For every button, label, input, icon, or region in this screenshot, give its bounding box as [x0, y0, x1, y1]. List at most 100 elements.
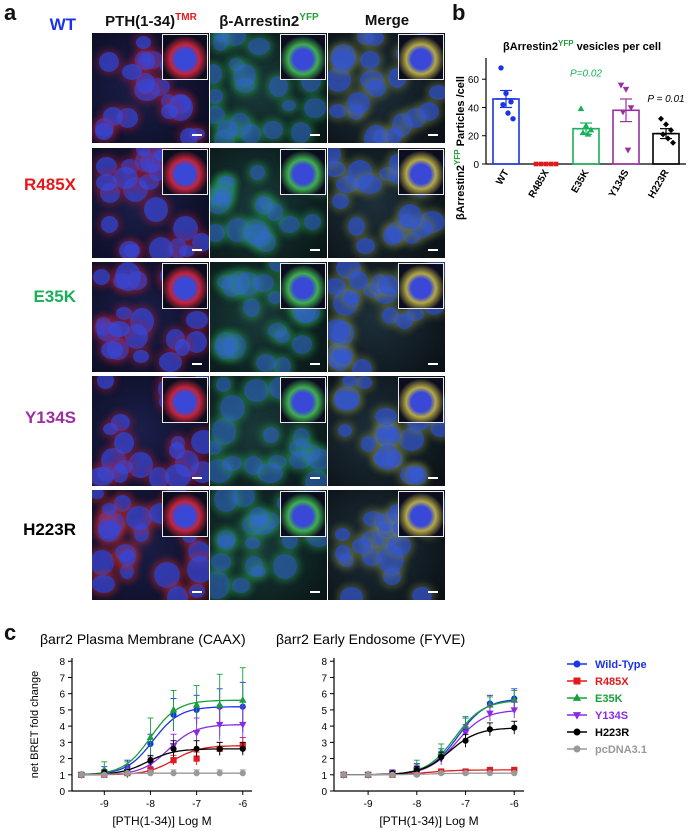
series-point [216, 745, 223, 752]
row-label-r485x: R485X [24, 175, 76, 194]
row-label-e35k: E35K [33, 287, 76, 306]
legend-marker [572, 712, 582, 720]
series-point [147, 770, 154, 777]
legend-label: Wild-Type [595, 659, 647, 671]
legend-marker [572, 693, 582, 701]
micrograph-inset [162, 149, 208, 195]
series-point [462, 770, 469, 777]
series-point [170, 757, 177, 764]
bar-point [658, 115, 664, 122]
series-point [170, 745, 177, 752]
bar-point [508, 99, 514, 105]
line-ytick-label: 0 [321, 787, 327, 798]
bar-point [622, 86, 630, 93]
series-point [170, 770, 177, 777]
line-ytick-label: 5 [59, 706, 65, 717]
micrograph-inset [280, 377, 326, 423]
series-point [438, 753, 445, 761]
line-ytick-label: 2 [59, 755, 65, 766]
line-xtick-label: -7 [461, 799, 470, 810]
bar-point [503, 90, 509, 97]
series-curve-pcdna31 [343, 772, 515, 776]
bar-xtick-label: H223R [647, 167, 672, 200]
line-xlabel: [PTH(1-34)] Log M [379, 814, 478, 828]
micrograph-y134s-merge [328, 376, 445, 486]
micrograph-inset [398, 263, 444, 309]
scale-bar [192, 477, 202, 479]
line-xtick-label: -9 [100, 799, 109, 810]
bar-point [500, 101, 506, 108]
micrograph-inset [398, 377, 444, 423]
col-header-arrestin: β-Arrestin2YFP [210, 12, 328, 30]
scale-bar [428, 249, 438, 251]
micrograph-inset [162, 377, 208, 423]
bar-point [505, 110, 511, 116]
line-ytick-label: 5 [321, 706, 327, 717]
line-ytick-label: 4 [321, 722, 327, 733]
bar-point [548, 161, 554, 167]
scale-bar [310, 477, 320, 479]
micrograph-wt-pth [92, 33, 209, 143]
micrograph-r485x-pth [92, 148, 209, 258]
bar-plot-area: 0 20 40 60 WT R485X E35K Y134S H223R P=0.02 P = 0.… [468, 58, 686, 200]
bar-xtick-label: WT [494, 168, 511, 187]
bar-pvalue-annotation: P = 0.01 [647, 94, 684, 105]
scale-bar [310, 363, 320, 365]
bar-ytick-label: 40 [468, 103, 480, 114]
bar-point [582, 122, 590, 129]
bar-point [660, 131, 666, 138]
legend-marker [573, 677, 581, 685]
micrograph-inset [162, 491, 208, 537]
bar-point [624, 147, 632, 154]
legend-label: H223R [595, 727, 629, 739]
line-xtick-label: -6 [510, 799, 519, 810]
line-ytick-label: 3 [321, 738, 327, 749]
series-point [239, 770, 246, 777]
bar-point [543, 161, 549, 167]
row-label-h223r: H223R [23, 520, 76, 539]
series-point [438, 770, 445, 777]
line-chart-fyve: βarr2 Early Endosome (FYVE) 0 1 2 3 4 5 6 7 8 -9 -8… [276, 631, 524, 828]
series-point [193, 770, 200, 777]
bar-pvalue-annotation: P=0.02 [570, 68, 602, 79]
line-ytick-label: 6 [59, 690, 65, 701]
series-point [486, 770, 493, 777]
legend-marker [573, 660, 581, 668]
series-point [101, 771, 108, 778]
series-point [340, 771, 347, 778]
bar-xtick-label: R485X [527, 168, 552, 200]
row-label-y134s: Y134S [24, 408, 76, 427]
series-point [192, 730, 201, 737]
bar-point [665, 135, 671, 142]
line-ytick-label: 8 [59, 657, 65, 668]
micrograph-h223r-pth [92, 490, 209, 600]
col-header-pth-main: PTH(1-34) [105, 13, 176, 30]
bar-chart: βArrestin2YFP vesicles per cell βArresti… [453, 39, 686, 220]
micrograph-inset [280, 34, 326, 80]
bar-point [553, 161, 559, 167]
series-point [239, 696, 247, 703]
bar-chart-title: βArrestin2YFP vesicles per cell [503, 39, 661, 53]
series-point [462, 737, 469, 744]
line-ytick-label: 1 [321, 771, 327, 782]
micrograph-y134s-arrestin [210, 376, 327, 486]
bar-point [619, 109, 627, 116]
micrograph-y134s-pth [92, 376, 209, 486]
bar-point [668, 127, 674, 134]
series-point [486, 726, 493, 733]
scale-bar [428, 591, 438, 593]
line-ytick-label: 7 [321, 673, 327, 684]
series-curve-wildtype [81, 706, 243, 776]
series-point [239, 745, 246, 752]
series-point [216, 770, 223, 777]
line-ytick-label: 6 [321, 690, 327, 701]
micrograph-inset [280, 149, 326, 195]
scale-bar [192, 363, 202, 365]
series-curve-pcdna31 [81, 772, 243, 776]
bar-ytick-label: 0 [473, 160, 479, 171]
series-point [193, 745, 200, 752]
series-point [192, 700, 201, 708]
micrograph-inset [162, 263, 208, 309]
scale-bar [310, 591, 320, 593]
micrograph-r485x-arrestin [210, 148, 327, 258]
